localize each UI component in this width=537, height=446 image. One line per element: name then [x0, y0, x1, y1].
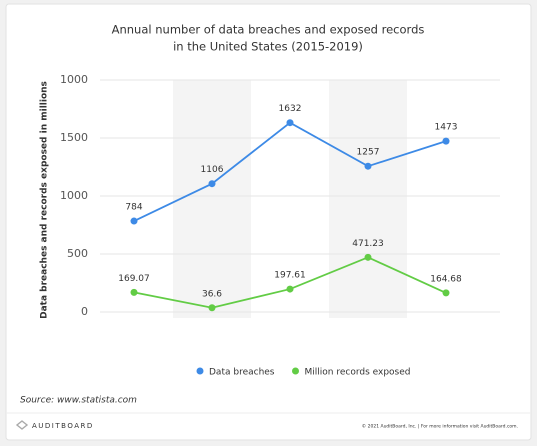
logo-icon — [15, 420, 29, 430]
legend-label: Million records exposed — [305, 368, 411, 378]
shaded-band — [173, 80, 251, 318]
shaded-band — [329, 80, 407, 318]
chart-title: Annual number of data breaches and expos… — [112, 23, 425, 37]
legend-label: Data breaches — [209, 368, 275, 378]
y-tick-label: 1500 — [60, 131, 88, 144]
point — [130, 217, 138, 225]
data-label: 1106 — [201, 165, 224, 175]
data-label: 169.07 — [118, 274, 150, 284]
point — [286, 119, 294, 127]
point — [130, 288, 138, 296]
data-label: 784 — [125, 203, 142, 213]
source: Source: www.statista.com — [20, 396, 137, 406]
data-label: 36.6 — [202, 289, 222, 299]
point — [442, 289, 450, 297]
data-label: 471.23 — [352, 239, 384, 249]
data-label: 164.68 — [430, 274, 462, 284]
y-tick-label: 0 — [81, 305, 88, 318]
legend-swatch — [196, 367, 204, 375]
chart-title: in the United States (2015-2019) — [173, 40, 363, 54]
brand: AUDITBOARD — [32, 422, 94, 430]
point — [364, 253, 372, 261]
legend-swatch — [292, 367, 299, 375]
copyright: © 2021 AuditBoard, Inc. | For more infor… — [362, 423, 518, 430]
point — [208, 304, 216, 312]
data-label: 1257 — [357, 148, 380, 158]
y-tick-label: 1000 — [60, 73, 88, 86]
y-tick-label: 500 — [67, 247, 88, 260]
point — [208, 180, 216, 188]
y-tick-label: 1000 — [60, 189, 88, 202]
point — [364, 162, 372, 170]
point — [442, 137, 450, 145]
data-label: 1632 — [279, 104, 302, 114]
point — [286, 285, 294, 293]
data-label: 1473 — [435, 123, 458, 133]
data-label: 197.61 — [274, 271, 306, 281]
y-axis-label: Data breaches and records exposed in mil… — [40, 81, 50, 319]
